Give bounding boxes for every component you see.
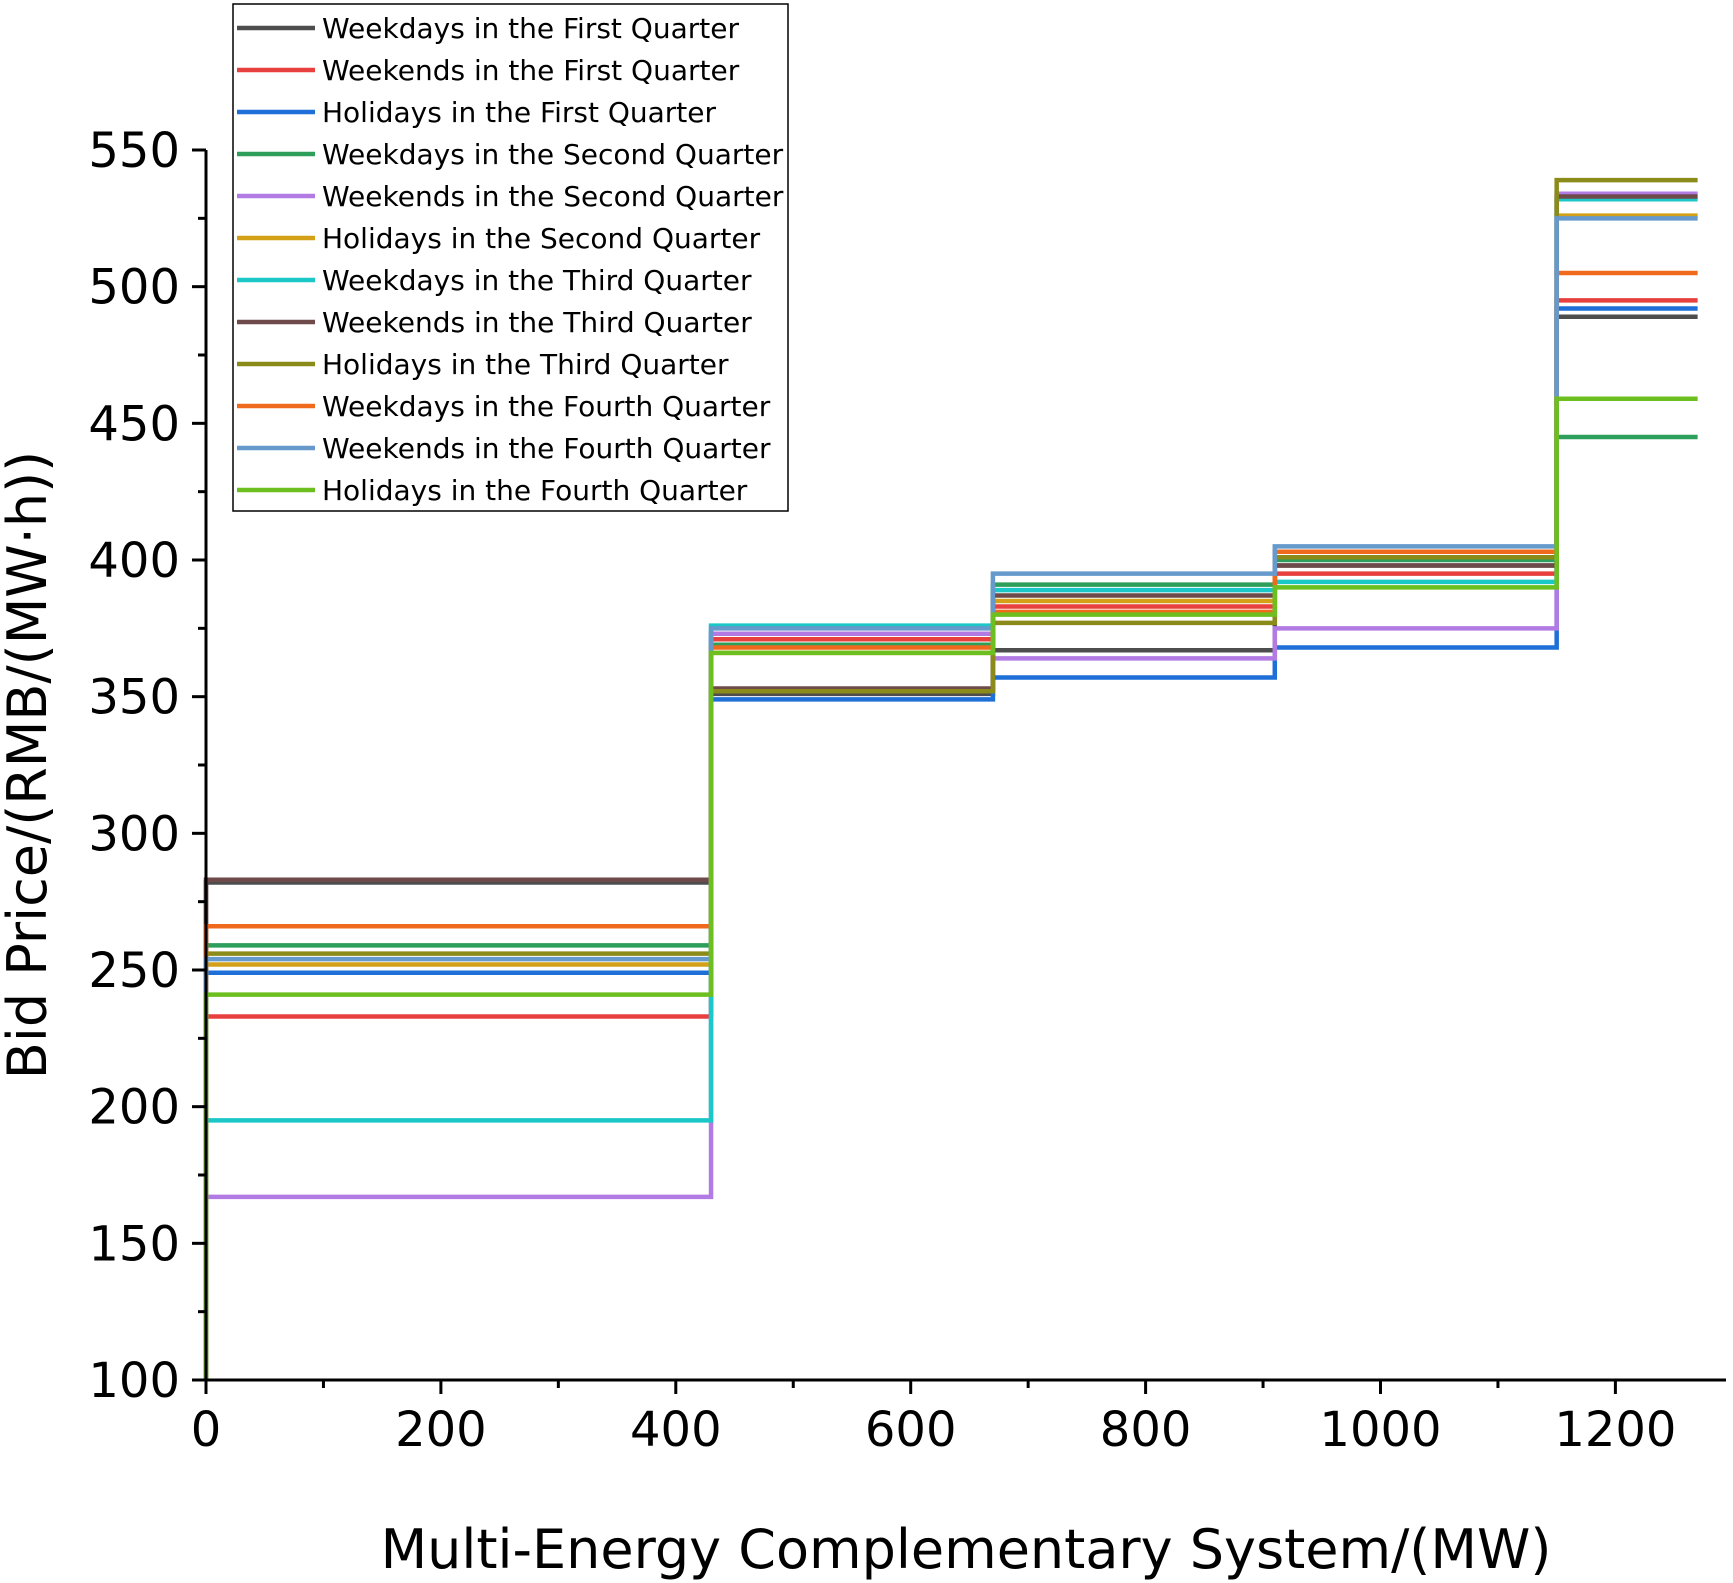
legend-label-7: Weekdays in the Third Quarter <box>322 264 752 297</box>
y-tick-label: 450 <box>88 396 180 452</box>
x-tick-label: 800 <box>1100 1402 1192 1458</box>
legend-label-12: Holidays in the Fourth Quarter <box>322 474 748 507</box>
legend: Weekdays in the First Quarter Weekends in… <box>232 3 789 512</box>
y-tick-label: 550 <box>88 123 180 179</box>
x-tick-label: 0 <box>191 1402 222 1458</box>
legend-label-2: Weekends in the First Quarter <box>322 54 740 87</box>
legend-label-11: Weekends in the Fourth Quarter <box>322 432 771 465</box>
x-tick-label: 1000 <box>1319 1402 1441 1458</box>
legend-label-4: Weekdays in the Second Quarter <box>322 138 784 171</box>
y-tick-label: 400 <box>88 533 180 589</box>
legend-label-6: Holidays in the Second Quarter <box>322 222 761 255</box>
y-tick-label: 350 <box>88 670 180 726</box>
y-tick-label: 300 <box>88 806 180 862</box>
x-axis-title: Multi-Energy Complementary System/(MW) <box>381 1518 1552 1581</box>
legend-label-8: Weekends in the Third Quarter <box>322 306 752 339</box>
x-tick-label: 600 <box>865 1402 957 1458</box>
series-line-4 <box>203 434 1698 1380</box>
x-tick-label: 1200 <box>1554 1402 1676 1458</box>
legend-label-1: Weekdays in the First Quarter <box>322 12 739 45</box>
y-tick-label: 500 <box>88 260 180 316</box>
legend-label-10: Weekdays in the Fourth Quarter <box>322 390 771 423</box>
series-line-12 <box>203 396 1698 1380</box>
series-layer <box>203 177 1698 1380</box>
x-tick-label: 400 <box>630 1402 722 1458</box>
x-tick-label: 200 <box>395 1402 487 1458</box>
y-axis-title: Bid Price/(RMB/(MW·h)) <box>0 451 59 1079</box>
legend-box <box>232 3 789 512</box>
y-tick-label: 200 <box>88 1080 180 1136</box>
ticks-layer: 100 150 200 250 300 350 400 450 500 550 0 200 400 600… <box>88 123 1676 1458</box>
y-tick-label: 250 <box>88 943 180 999</box>
y-tick-label: 150 <box>88 1216 180 1272</box>
y-tick-label: 100 <box>88 1353 180 1409</box>
legend-label-9: Holidays in the Third Quarter <box>322 348 729 381</box>
legend-label-3: Holidays in the First Quarter <box>322 96 716 129</box>
legend-label-5: Weekends in the Second Quarter <box>322 180 784 213</box>
